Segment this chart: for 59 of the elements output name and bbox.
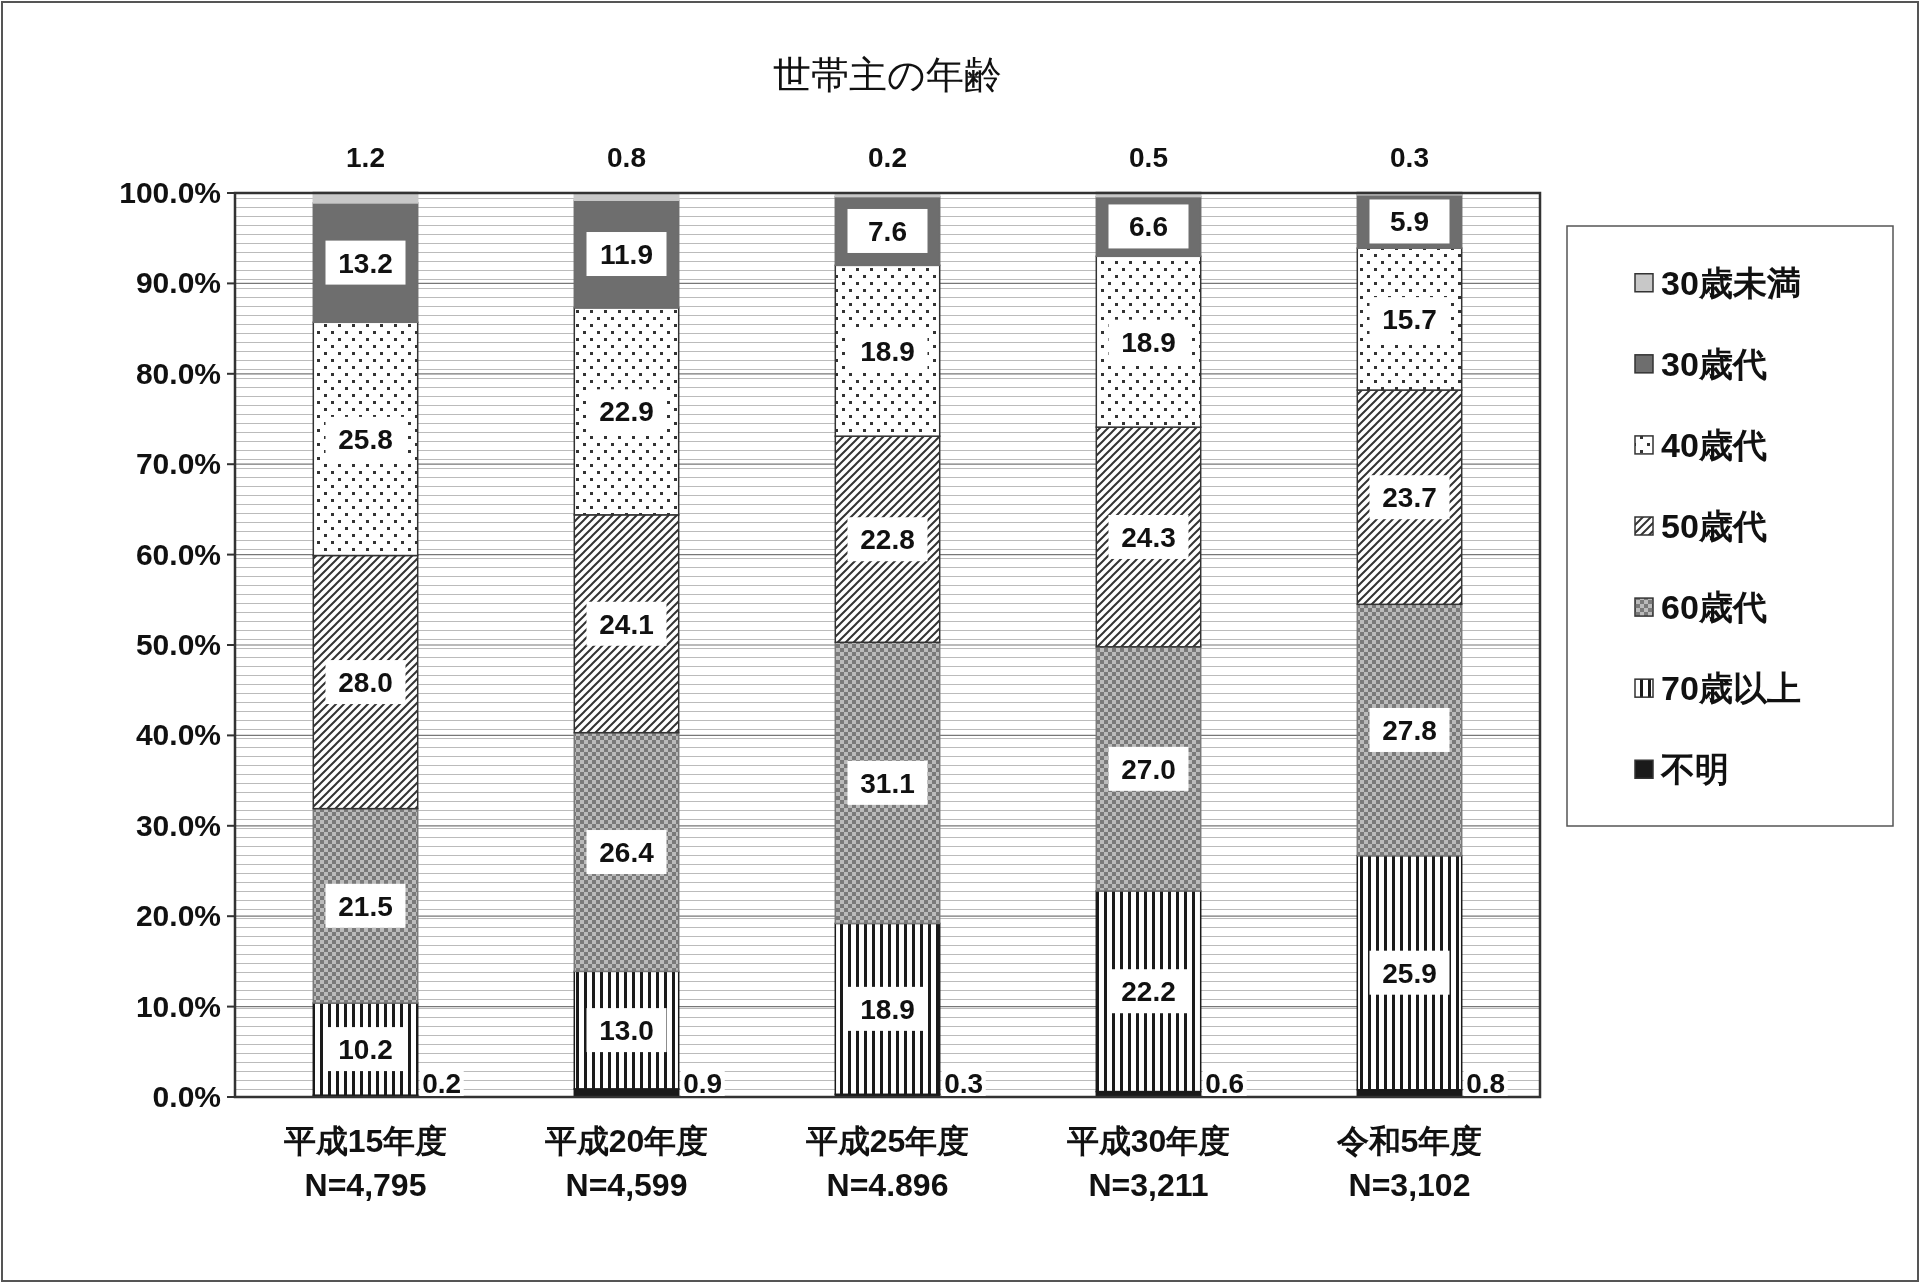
x-tick-label: 令和5年度 N=3,102	[1335, 1123, 1483, 1203]
legend-label: 不明	[1660, 750, 1729, 789]
x-tick-label: 平成15年度 N=4,795	[282, 1123, 448, 1203]
data-label: 18.9	[1121, 326, 1176, 358]
y-tick-label: 80.0%	[135, 356, 221, 390]
legend-label: 40歳代	[1661, 425, 1767, 464]
data-label: 0.3	[944, 1068, 984, 1099]
x-tick-label: 平成20年度 N=4,599	[543, 1123, 709, 1203]
data-label: 15.7	[1382, 304, 1437, 336]
y-tick-label: 100.0%	[119, 176, 221, 209]
data-label: 28.0	[338, 667, 393, 699]
data-label: 22.9	[599, 396, 654, 428]
data-label: 0.8	[1466, 1068, 1506, 1099]
data-label: 0.2	[422, 1068, 462, 1099]
data-label: 21.5	[338, 890, 393, 922]
data-label: 25.9	[1382, 957, 1437, 989]
data-label: 5.9	[1390, 206, 1429, 238]
data-label: 0.2	[868, 142, 907, 173]
data-label: 23.7	[1382, 482, 1437, 514]
data-label: 27.8	[1382, 714, 1437, 746]
y-tick-label: 30.0%	[135, 808, 221, 842]
legend-label: 60歳代	[1661, 588, 1767, 627]
data-label: 18.9	[860, 993, 915, 1025]
data-label: 22.2	[1121, 976, 1176, 1008]
data-label: 18.9	[860, 335, 915, 367]
y-tick-label: 50.0%	[135, 628, 221, 661]
data-label: 6.6	[1129, 211, 1168, 243]
data-label: 31.1	[860, 767, 915, 799]
chart-title: 世帯主の年齢	[773, 54, 1002, 96]
data-label: 7.6	[868, 215, 907, 247]
data-label: 13.0	[599, 1015, 654, 1047]
data-label: 22.8	[860, 524, 915, 556]
data-label: 0.5	[1129, 142, 1168, 173]
data-label: 27.0	[1121, 753, 1176, 785]
y-tick-label: 20.0%	[135, 899, 221, 933]
y-tick-label: 0.0%	[152, 1080, 221, 1113]
data-label: 0.9	[683, 1068, 723, 1099]
data-label: 0.3	[1390, 142, 1429, 173]
legend-label: 70歳以上	[1661, 669, 1801, 708]
data-label: 13.2	[338, 247, 393, 279]
y-tick-label: 10.0%	[135, 989, 221, 1023]
y-tick-label: 40.0%	[135, 718, 221, 752]
y-tick-label: 90.0%	[135, 266, 221, 300]
legend-label: 30歳未満	[1661, 263, 1801, 302]
data-label: 26.4	[599, 837, 655, 869]
data-label: 0.6	[1205, 1068, 1245, 1099]
data-label: 10.2	[338, 1034, 393, 1066]
data-label: 25.8	[338, 423, 393, 455]
data-label: 24.3	[1121, 521, 1176, 553]
data-label: 0.8	[607, 142, 646, 173]
data-label: 11.9	[600, 239, 653, 271]
data-label: 1.2	[346, 142, 385, 173]
y-tick-label: 60.0%	[135, 537, 221, 571]
legend-label: 30歳代	[1661, 344, 1767, 383]
legend-label: 50歳代	[1661, 507, 1767, 545]
data-label: 24.1	[599, 608, 654, 640]
y-tick-label: 70.0%	[135, 447, 221, 481]
x-tick-label: 平成30年度 N=3,211	[1065, 1123, 1231, 1203]
x-tick-label: 平成25年度 N=4.896	[804, 1123, 970, 1203]
